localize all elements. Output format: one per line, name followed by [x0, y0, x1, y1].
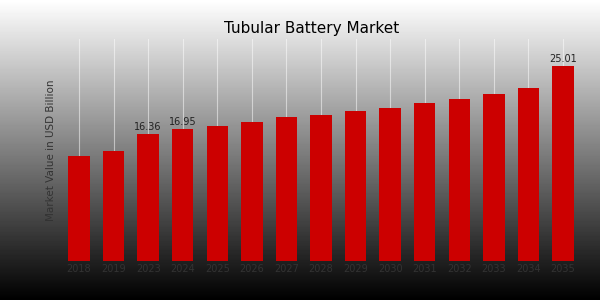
Bar — [379, 108, 401, 261]
Text: 16.36: 16.36 — [134, 122, 162, 132]
Bar — [414, 103, 436, 261]
Bar — [310, 115, 332, 261]
Bar — [68, 156, 90, 261]
Bar — [137, 134, 159, 261]
Bar — [552, 66, 574, 261]
Y-axis label: Market Value in USD Billion: Market Value in USD Billion — [46, 79, 56, 221]
Text: 25.01: 25.01 — [549, 54, 577, 64]
Bar — [206, 126, 228, 261]
Bar — [518, 88, 539, 261]
Text: Tubular Battery Market: Tubular Battery Market — [224, 21, 400, 36]
Text: 16.95: 16.95 — [169, 117, 197, 127]
Bar — [103, 151, 124, 261]
Bar — [172, 129, 193, 261]
Bar — [345, 111, 366, 261]
Bar — [276, 117, 297, 261]
Bar — [483, 94, 505, 261]
Bar — [449, 99, 470, 261]
Bar — [241, 122, 263, 261]
